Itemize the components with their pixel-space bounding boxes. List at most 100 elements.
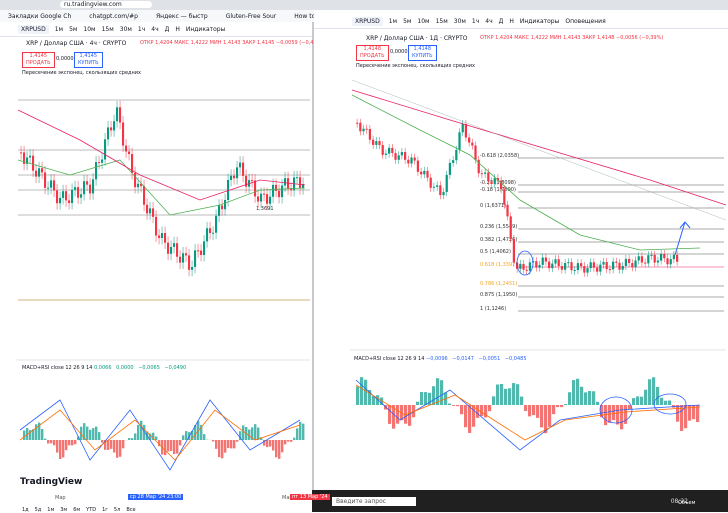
candle bbox=[401, 152, 403, 155]
candle bbox=[116, 107, 118, 121]
histogram bbox=[47, 440, 49, 444]
histogram bbox=[185, 431, 187, 440]
candle bbox=[53, 180, 55, 190]
candle bbox=[558, 259, 560, 266]
candle bbox=[545, 258, 547, 262]
histogram bbox=[548, 405, 551, 427]
histogram bbox=[432, 386, 435, 405]
candle bbox=[526, 270, 528, 271]
candle bbox=[209, 228, 211, 233]
histogram bbox=[460, 405, 463, 414]
histogram bbox=[620, 405, 623, 429]
candle bbox=[542, 258, 544, 265]
candle bbox=[137, 184, 139, 187]
candle bbox=[164, 233, 166, 243]
histogram bbox=[576, 379, 579, 405]
candle bbox=[570, 262, 572, 270]
histogram bbox=[53, 440, 55, 445]
histogram bbox=[68, 440, 70, 445]
candle bbox=[650, 255, 652, 256]
histogram bbox=[516, 384, 519, 405]
candle bbox=[68, 200, 70, 203]
candle bbox=[38, 168, 40, 176]
candle bbox=[442, 192, 444, 195]
fib-label: 0.618 (1,3397) bbox=[480, 262, 517, 268]
candle bbox=[62, 191, 64, 198]
candle bbox=[107, 127, 109, 139]
histogram bbox=[299, 422, 301, 440]
candle bbox=[185, 253, 187, 255]
search[interactable]: Введите запрос bbox=[332, 497, 416, 506]
histogram bbox=[230, 440, 232, 448]
histogram bbox=[408, 405, 411, 426]
candle bbox=[101, 160, 103, 163]
candle bbox=[634, 260, 636, 267]
candle bbox=[436, 185, 438, 186]
candle bbox=[125, 146, 127, 152]
candle bbox=[567, 262, 569, 263]
histogram bbox=[612, 405, 615, 420]
candle bbox=[439, 185, 441, 195]
histogram bbox=[664, 401, 667, 405]
histogram bbox=[472, 405, 475, 427]
histogram bbox=[556, 405, 559, 407]
candle bbox=[420, 172, 422, 175]
histogram bbox=[572, 380, 575, 405]
histogram bbox=[476, 405, 479, 418]
candle bbox=[158, 235, 160, 238]
histogram bbox=[388, 405, 391, 424]
candle bbox=[233, 176, 235, 178]
histogram bbox=[74, 440, 76, 444]
histogram bbox=[500, 384, 503, 405]
candle bbox=[612, 262, 614, 270]
histogram bbox=[668, 401, 671, 405]
histogram bbox=[284, 440, 286, 444]
histogram bbox=[680, 405, 683, 431]
candle bbox=[191, 267, 193, 270]
candle bbox=[580, 263, 582, 266]
histogram bbox=[296, 428, 298, 440]
histogram bbox=[89, 430, 91, 440]
candle bbox=[254, 180, 256, 196]
candle bbox=[404, 152, 406, 160]
candle bbox=[179, 257, 181, 263]
candle bbox=[59, 198, 61, 203]
candle bbox=[128, 152, 130, 155]
histogram bbox=[588, 391, 591, 405]
candle bbox=[272, 185, 274, 197]
candle bbox=[644, 263, 646, 264]
candle bbox=[230, 176, 232, 180]
histogram bbox=[396, 405, 399, 424]
candle bbox=[449, 163, 451, 175]
candle bbox=[433, 187, 435, 188]
candle bbox=[513, 239, 515, 263]
candle bbox=[182, 253, 184, 262]
candle bbox=[146, 205, 148, 214]
fib-label: 0.875 (1,1950) bbox=[480, 292, 517, 298]
candle bbox=[176, 243, 178, 257]
candle bbox=[173, 243, 175, 247]
candle bbox=[83, 181, 85, 194]
histogram bbox=[356, 386, 359, 405]
fib-label: 0.5 (1,4062) bbox=[480, 249, 511, 255]
candle bbox=[490, 181, 492, 184]
candle bbox=[161, 233, 163, 238]
histogram bbox=[119, 440, 121, 457]
candle bbox=[494, 178, 496, 184]
histogram bbox=[179, 440, 181, 445]
candle bbox=[519, 264, 521, 269]
candle bbox=[188, 255, 190, 269]
candle bbox=[260, 194, 262, 202]
candle bbox=[378, 141, 380, 145]
candle bbox=[299, 177, 301, 188]
histogram bbox=[302, 424, 304, 440]
taskbar: Введите запрос 08:22 bbox=[312, 490, 728, 512]
histogram bbox=[215, 440, 217, 449]
candle bbox=[583, 266, 585, 272]
candle bbox=[65, 191, 67, 200]
candle bbox=[215, 216, 217, 233]
candle bbox=[663, 254, 665, 258]
histogram bbox=[71, 440, 73, 445]
candle bbox=[522, 264, 524, 270]
candle bbox=[609, 269, 611, 270]
